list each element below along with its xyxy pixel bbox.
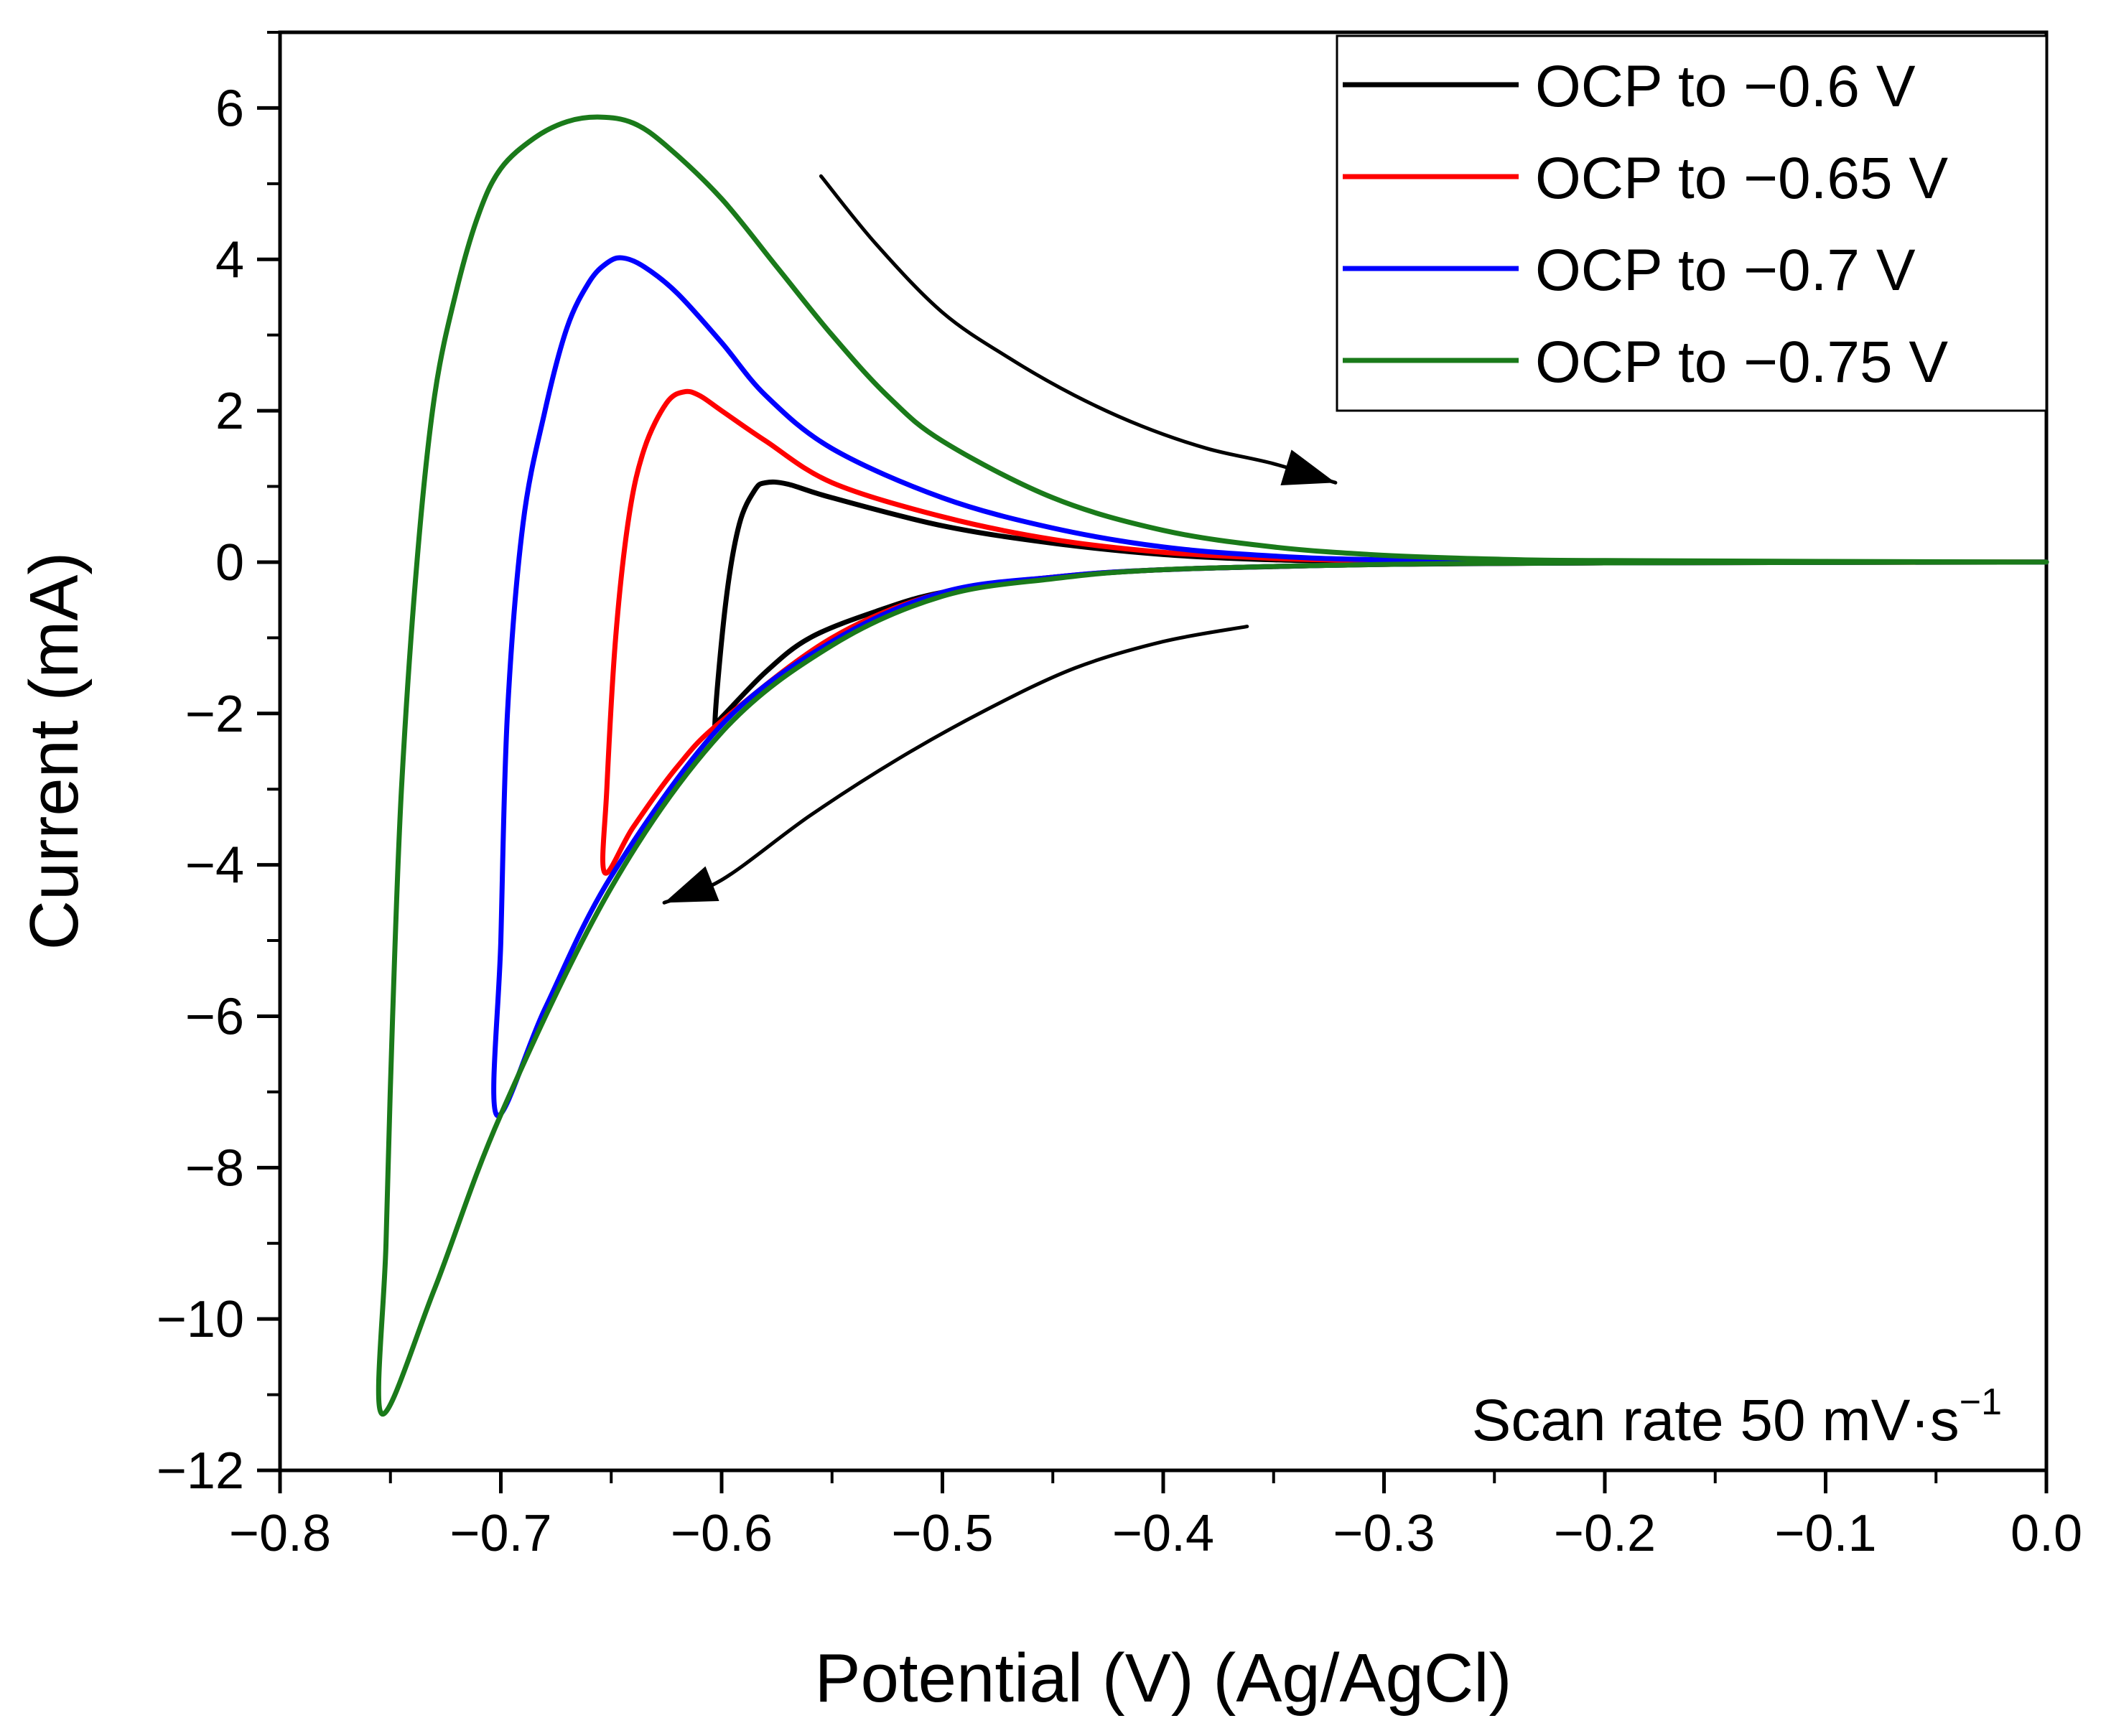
- y-tick-label: −8: [185, 1139, 244, 1197]
- x-tick-label: −0.8: [229, 1505, 331, 1562]
- series-line-4: [376, 114, 2049, 1417]
- legend-label-3: OCP to −0.7 V: [1535, 238, 1916, 303]
- y-tick-label: −12: [157, 1442, 244, 1500]
- legend-box: [1336, 34, 2048, 412]
- y-tick-label: −6: [185, 988, 244, 1045]
- legend-label-4: OCP to −0.75 V: [1535, 330, 1948, 395]
- axis-tick-labels: −0.8 −0.7 −0.6 −0.5 −0.4 −0.3 −0.2 −0.1 0.0 6 4 2 0 −…: [157, 80, 2082, 1562]
- y-tick-label: −4: [185, 837, 244, 895]
- forward-scan-arrow-head: [1280, 449, 1336, 486]
- x-tick-label: 0.0: [2011, 1505, 2082, 1562]
- legend: OCP to −0.6 V OCP to −0.65 V OCP to −0.7 V…: [1336, 34, 2048, 412]
- y-tick-label: −2: [185, 686, 244, 743]
- reverse-scan-arrow: [662, 625, 1249, 905]
- data-series: [376, 114, 2049, 1417]
- scan-direction-arrows: [662, 174, 1338, 905]
- x-tick-label: −0.7: [449, 1505, 551, 1562]
- legend-label-2: OCP to −0.65 V: [1535, 146, 1948, 211]
- x-axis-title: Potential (V) (Ag/AgCl): [814, 1640, 1511, 1717]
- scan-rate-superscript: −1: [1960, 1381, 2002, 1423]
- x-tick-label: −0.3: [1333, 1505, 1435, 1562]
- legend-entries: OCP to −0.6 V OCP to −0.65 V OCP to −0.7 V…: [1343, 54, 1948, 395]
- x-tick-label: −0.6: [671, 1505, 773, 1562]
- axis-ticks: [257, 31, 2049, 1493]
- y-tick-label: 2: [215, 383, 244, 440]
- legend-label-1: OCP to −0.6 V: [1535, 54, 1916, 119]
- scan-rate-annotation: Scan rate 50 mV·s−1: [1472, 1381, 2002, 1453]
- scan-rate-text: Scan rate 50 mV·s: [1472, 1388, 1960, 1453]
- y-tick-label: −10: [157, 1291, 244, 1348]
- y-axis-title: Current (mA): [16, 552, 93, 951]
- x-tick-label: −0.2: [1554, 1505, 1656, 1562]
- x-tick-label: −0.1: [1774, 1505, 1876, 1562]
- y-tick-label: 6: [215, 80, 244, 137]
- reverse-scan-arrow-head: [664, 866, 719, 903]
- y-tick-label: 0: [215, 534, 244, 592]
- forward-scan-arrow: [819, 174, 1338, 485]
- x-tick-label: −0.5: [891, 1505, 993, 1562]
- x-tick-label: −0.4: [1112, 1505, 1214, 1562]
- y-tick-label: 4: [215, 231, 244, 289]
